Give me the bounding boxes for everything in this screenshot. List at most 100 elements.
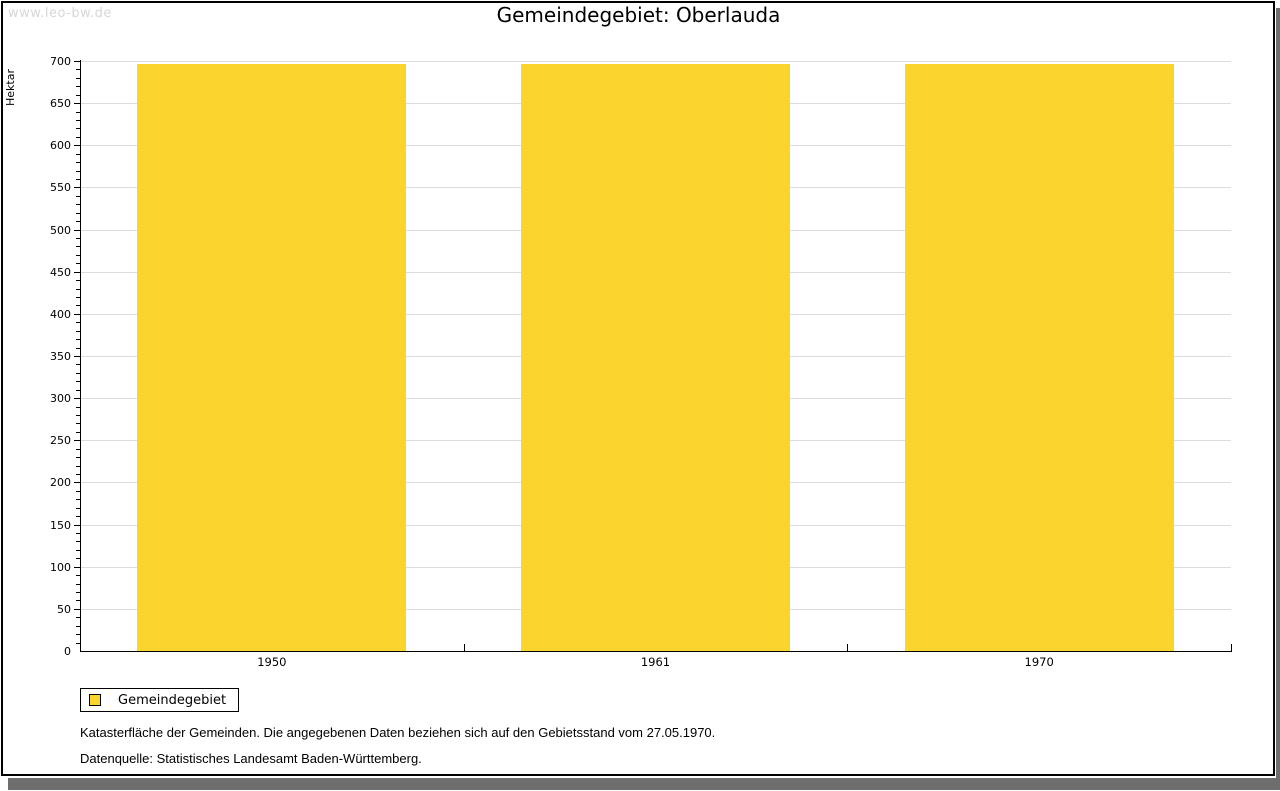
y-major-tick-500 <box>74 229 80 231</box>
frame-shadow-right <box>1276 8 1280 790</box>
y-minor-tick-140 <box>76 533 80 534</box>
y-minor-tick-630 <box>76 120 80 121</box>
y-minor-tick-470 <box>76 254 80 256</box>
y-tick-label-650: 650 <box>50 97 71 111</box>
y-minor-tick-520 <box>76 212 80 214</box>
y-minor-tick-420 <box>76 297 80 298</box>
y-minor-tick-490 <box>76 238 80 239</box>
y-minor-tick-640 <box>76 111 80 113</box>
y-minor-tick-620 <box>76 128 80 130</box>
y-major-tick-50 <box>74 608 80 610</box>
y-tick-label-300: 300 <box>50 392 71 406</box>
y-major-tick-350 <box>74 356 80 357</box>
y-minor-tick-120 <box>76 549 80 551</box>
y-minor-tick-60 <box>76 600 80 602</box>
y-minor-tick-290 <box>76 406 80 408</box>
y-tick-label-500: 500 <box>50 223 71 237</box>
y-minor-tick-690 <box>76 69 80 71</box>
y-major-tick-100 <box>74 566 80 568</box>
y-tick-label-350: 350 <box>50 350 71 363</box>
x-tick-label-1970: 1970 <box>1024 655 1054 669</box>
y-minor-tick-270 <box>76 423 80 425</box>
y-minor-tick-80 <box>76 583 80 585</box>
y-minor-tick-680 <box>76 77 80 79</box>
y-minor-tick-20 <box>76 634 80 636</box>
y-minor-tick-460 <box>76 263 80 265</box>
bar-1970 <box>904 63 1174 651</box>
y-major-tick-400 <box>74 313 80 315</box>
y-minor-tick-610 <box>76 136 80 138</box>
y-minor-tick-660 <box>76 94 80 96</box>
y-minor-tick-280 <box>76 415 80 416</box>
y-minor-tick-160 <box>76 516 80 518</box>
y-major-tick-200 <box>74 482 80 484</box>
gridline-700 <box>81 61 1231 62</box>
y-minor-tick-240 <box>76 448 80 450</box>
y-minor-tick-580 <box>76 162 80 164</box>
x-axis-line <box>80 651 1232 652</box>
y-minor-tick-130 <box>76 541 80 543</box>
x-boundary-tick-3 <box>1231 644 1232 651</box>
y-minor-tick-390 <box>76 322 80 324</box>
y-tick-label-600: 600 <box>50 139 71 153</box>
y-minor-tick-210 <box>76 474 80 475</box>
footnote-data-source: Datenquelle: Statistisches Landesamt Bad… <box>80 751 422 766</box>
y-minor-tick-190 <box>76 490 80 492</box>
y-minor-tick-340 <box>76 364 80 366</box>
y-minor-tick-110 <box>76 558 80 560</box>
y-axis-line <box>80 60 81 652</box>
y-minor-tick-670 <box>76 86 80 88</box>
y-minor-tick-480 <box>76 246 80 248</box>
bar-1950 <box>137 63 407 651</box>
y-minor-tick-570 <box>76 170 80 172</box>
y-major-tick-650 <box>74 103 80 105</box>
y-minor-tick-170 <box>76 507 80 509</box>
y-tick-label-550: 550 <box>50 181 71 195</box>
x-boundary-tick-1 <box>463 644 465 651</box>
y-major-tick-550 <box>74 187 80 189</box>
x-tick-label-1961: 1961 <box>640 655 671 669</box>
y-minor-tick-260 <box>76 431 80 433</box>
x-tick-label-1950: 1950 <box>257 655 287 669</box>
y-minor-tick-220 <box>76 465 80 467</box>
x-boundary-tick-2 <box>847 644 849 651</box>
y-minor-tick-560 <box>76 179 80 180</box>
y-tick-label-150: 150 <box>50 518 71 532</box>
y-major-tick-600 <box>74 145 80 147</box>
y-tick-label-50: 50 <box>57 602 71 616</box>
y-minor-tick-530 <box>76 204 80 206</box>
frame-shadow-bottom <box>8 778 1280 790</box>
watermark-text: www.leo-bw.de <box>8 6 112 21</box>
y-minor-tick-540 <box>76 195 80 197</box>
y-minor-tick-370 <box>76 339 80 341</box>
chart-title: Gemeindegebiet: Oberlauda <box>496 3 781 27</box>
y-minor-tick-330 <box>76 372 80 374</box>
y-tick-label-100: 100 <box>50 560 71 574</box>
y-tick-label-700: 700 <box>50 55 71 68</box>
y-minor-tick-180 <box>76 499 80 501</box>
y-major-tick-450 <box>74 271 80 273</box>
y-tick-label-200: 200 <box>50 476 71 490</box>
y-minor-tick-30 <box>76 625 80 627</box>
y-minor-tick-510 <box>76 221 80 223</box>
y-tick-label-250: 250 <box>50 434 71 448</box>
y-minor-tick-430 <box>76 288 80 290</box>
y-tick-label-400: 400 <box>50 307 71 321</box>
y-minor-tick-590 <box>76 153 80 155</box>
y-major-tick-300 <box>74 398 80 400</box>
y-minor-tick-10 <box>76 642 80 644</box>
y-minor-tick-320 <box>76 381 80 383</box>
legend-swatch-icon <box>89 694 101 706</box>
y-tick-label-0: 0 <box>64 645 71 658</box>
legend-label: Gemeindegebiet <box>118 692 227 708</box>
y-major-tick-700 <box>74 61 80 62</box>
y-minor-tick-230 <box>76 457 80 459</box>
footnote-source-note: Katasterfläche der Gemeinden. Die angege… <box>80 725 716 740</box>
y-minor-tick-410 <box>76 305 80 307</box>
y-minor-tick-40 <box>76 617 80 619</box>
y-minor-tick-380 <box>76 330 80 332</box>
y-major-tick-250 <box>74 440 80 442</box>
y-minor-tick-310 <box>76 389 80 391</box>
